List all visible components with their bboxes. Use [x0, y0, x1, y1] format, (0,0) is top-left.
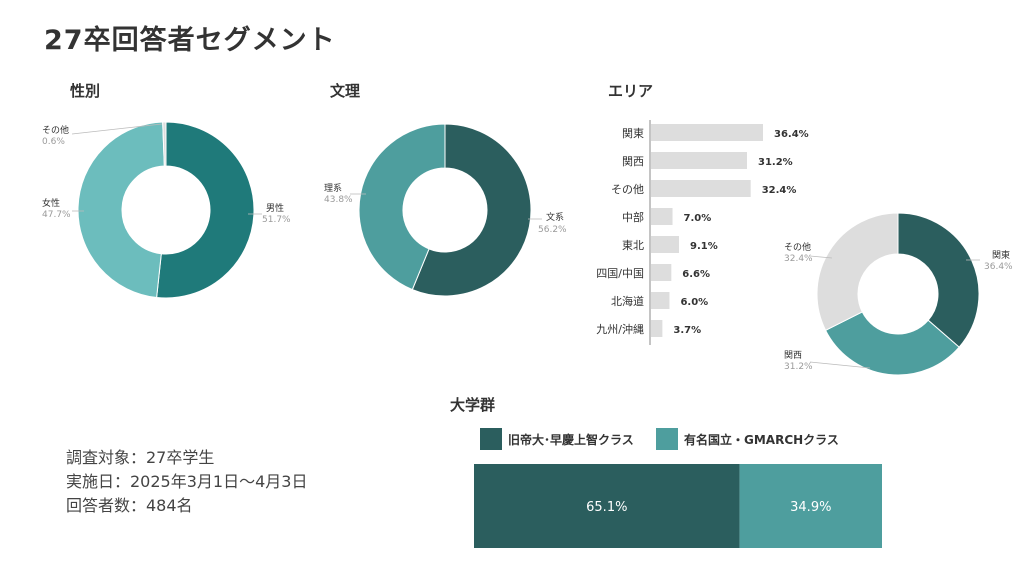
area-bar-1: [651, 152, 747, 169]
area-donut-other-value: 32.4%: [784, 254, 813, 264]
label-science-name: 理系: [324, 183, 342, 194]
label-other-name: その他: [42, 124, 69, 136]
gender-slice-0: [156, 121, 255, 299]
major-donut-chart: 理系 43.8% 文系 56.2%: [324, 123, 567, 297]
area-donut-slice-2: [816, 212, 899, 331]
label-female-name: 女性: [42, 197, 60, 209]
gender-label-female: 女性 47.7%: [42, 197, 84, 220]
area-bar-category-0: 関東: [622, 127, 644, 140]
area-donut-kanto-value: 36.4%: [984, 262, 1013, 272]
legend-item-top-tier: 旧帝大･早慶上智クラス: [480, 428, 634, 450]
area-donut-kansai-name: 関西: [784, 350, 802, 361]
area-bar-category-1: 関西: [622, 155, 644, 168]
area-bar-3: [651, 208, 673, 225]
area-donut-slice-1: [824, 311, 960, 376]
gender-label-male: 男性 51.7%: [248, 202, 291, 225]
leader-line-area-other: [809, 255, 833, 259]
label-science-value: 43.8%: [324, 195, 353, 205]
gender-donut-chart: その他 0.6% 女性 47.7% 男性 51.7%: [42, 121, 291, 299]
area-donut-chart: その他 32.4% 関東 36.4% 関西 31.2%: [784, 212, 1013, 376]
area-bar-category-5: 四国/中国: [596, 267, 644, 280]
area-donut-label-kanto: 関東 36.4%: [966, 249, 1013, 272]
major-label-humanities: 文系 56.2%: [528, 211, 567, 235]
gender-slice-1: [77, 121, 165, 299]
university-bar-value-1: 34.9%: [790, 500, 831, 515]
survey-target: 調査対象：27卒学生: [66, 448, 215, 467]
gender-chart-title: 性別: [70, 82, 101, 100]
legend-swatch-second-tier: [656, 428, 678, 450]
gender-slice-2: [162, 121, 167, 167]
area-donut-kanto-name: 関東: [992, 249, 1010, 261]
major-chart-title: 文理: [330, 82, 361, 100]
area-bar-category-6: 北海道: [611, 294, 644, 308]
legend-label-top-tier: 旧帝大･早慶上智クラス: [508, 432, 634, 447]
area-donut-slices: [816, 212, 980, 376]
university-bar-value-0: 65.1%: [586, 500, 627, 515]
label-humanities-name: 文系: [546, 211, 564, 223]
area-bar-0: [651, 124, 763, 141]
area-bar-chart: 関東 36.4% 関西 31.2% その他 32.4% 中部 7.0% 東北 9.1% 四国/中国 6…: [596, 120, 809, 345]
leader-line-area-kansai: [809, 361, 871, 369]
area-bar-value-0: 36.4%: [774, 129, 809, 140]
gender-donut-slices: [77, 121, 255, 299]
leader-line-other: [71, 123, 163, 135]
area-chart-title: エリア: [608, 82, 654, 100]
area-bar-category-3: 中部: [622, 210, 644, 224]
university-chart-title: 大学群: [450, 396, 496, 414]
label-other-value: 0.6%: [42, 137, 65, 147]
legend-swatch-top-tier: [480, 428, 502, 450]
area-bar-value-7: 3.7%: [673, 325, 701, 336]
area-bar-value-4: 9.1%: [690, 241, 718, 252]
respondent-count: 回答者数：484名: [66, 496, 193, 515]
area-bar-7: [651, 320, 663, 337]
major-label-science: 理系 43.8%: [324, 183, 366, 205]
university-stacked-bar: 65.1% 34.9%: [474, 464, 882, 548]
survey-date: 実施日：2025年3月1日～4月3日: [66, 472, 308, 491]
area-donut-label-kansai: 関西 31.2%: [784, 350, 871, 372]
label-male-value: 51.7%: [262, 215, 291, 225]
area-bar-value-3: 7.0%: [684, 213, 712, 224]
area-bar-category-2: その他: [611, 183, 644, 196]
university-bar-segment-1: [739, 464, 882, 548]
area-bar-2: [651, 180, 751, 197]
major-slice-1: [358, 123, 446, 291]
survey-info: 調査対象：27卒学生 実施日：2025年3月1日～4月3日 回答者数：484名: [66, 446, 307, 518]
area-bar-4: [651, 236, 679, 253]
university-bar-segment-0: [474, 464, 740, 548]
area-bar-5: [651, 264, 672, 281]
area-donut-slice-0: [897, 212, 980, 348]
label-humanities-value: 56.2%: [538, 225, 567, 235]
legend-item-second-tier: 有名国立・GMARCHクラス: [656, 428, 839, 450]
label-male-name: 男性: [266, 202, 284, 214]
area-donut-kansai-value: 31.2%: [784, 362, 813, 372]
major-donut-slices: [358, 123, 532, 297]
major-slice-0: [411, 123, 532, 297]
area-bars: 関東 36.4% 関西 31.2% その他 32.4% 中部 7.0% 東北 9.1% 四国/中国 6…: [596, 124, 809, 337]
area-bar-value-5: 6.6%: [682, 269, 710, 280]
area-bar-value-6: 6.0%: [680, 297, 708, 308]
area-donut-other-name: その他: [784, 241, 811, 253]
area-bar-value-2: 32.4%: [762, 185, 797, 196]
area-bar-6: [651, 292, 670, 309]
label-female-value: 47.7%: [42, 210, 71, 220]
university-bar-segments: 65.1% 34.9%: [474, 464, 882, 548]
area-bar-value-1: 31.2%: [758, 157, 793, 168]
page-title: 27卒回答者セグメント: [44, 25, 336, 56]
area-bar-category-4: 東北: [622, 239, 644, 252]
legend-label-second-tier: 有名国立・GMARCHクラス: [684, 432, 839, 447]
area-bar-category-7: 九州/沖縄: [596, 322, 644, 336]
area-donut-label-other: その他 32.4%: [784, 241, 833, 264]
gender-label-other: その他 0.6%: [42, 123, 163, 147]
